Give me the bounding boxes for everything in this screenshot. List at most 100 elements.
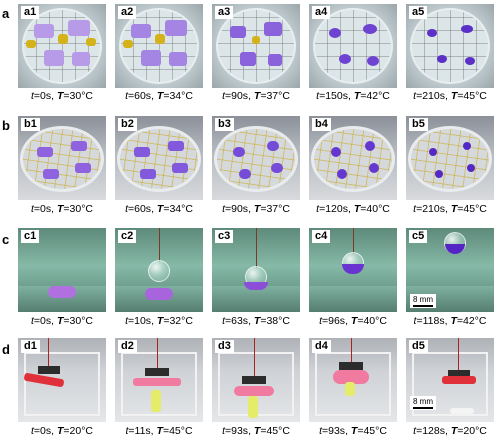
panel-a4: a4 — [309, 4, 397, 88]
caption-d2: t=11s, T=45°C — [125, 425, 193, 437]
scale-bar-label: 8 mm — [413, 397, 433, 406]
pattern-blob — [264, 22, 282, 36]
panel-b2: b2 — [115, 116, 203, 200]
pattern-blob — [363, 24, 377, 34]
pattern-blob — [268, 54, 282, 66]
caption-c4: t=96s, T=40°C — [319, 315, 387, 327]
yellow-patch — [155, 34, 165, 44]
panel-tag: b2 — [118, 118, 137, 131]
cross-shape — [134, 147, 150, 157]
petri-dish — [20, 126, 104, 192]
row-label-b: b — [2, 118, 10, 133]
yellow-patch — [252, 36, 260, 44]
pattern-blob — [34, 24, 54, 38]
panel-tag: c3 — [215, 230, 234, 243]
scale-bar-line — [413, 305, 433, 307]
row-label-c: c — [2, 232, 10, 247]
holder-rod — [339, 362, 363, 370]
cross-shape — [168, 141, 184, 151]
panel-tag: c4 — [312, 230, 331, 243]
pattern-blob — [230, 26, 246, 38]
panel-tag: c5 — [409, 230, 428, 243]
suspension-string — [353, 228, 354, 254]
holder-rod — [38, 366, 60, 374]
pattern-blob — [339, 54, 351, 64]
panel-tag: d2 — [118, 340, 137, 353]
cross-shape — [37, 147, 53, 157]
panel-tag: b4 — [312, 118, 331, 131]
pattern-blob — [240, 52, 256, 66]
white-object — [450, 408, 474, 414]
holder-rod — [448, 370, 470, 378]
pattern-blob — [131, 24, 151, 38]
pattern-blob — [437, 55, 447, 63]
petri-dish — [119, 8, 199, 84]
cross-shape — [271, 163, 283, 173]
panel-b4: b4 — [309, 116, 397, 200]
caption-b1: t=0s, T=30°C — [30, 203, 94, 215]
pattern-blob — [44, 50, 64, 66]
suspension-string — [157, 338, 158, 368]
tank-frame — [315, 352, 391, 416]
scale-bar-label: 8 mm — [413, 295, 433, 304]
caption-b3: t=90s, T=37°C — [222, 203, 290, 215]
suspension-string — [351, 338, 352, 362]
suspension-string — [48, 338, 49, 366]
caption-c5: t=118s, T=42°C — [413, 315, 487, 327]
panel-d1: d1 — [18, 338, 106, 422]
cross-shape — [140, 169, 156, 179]
tank-frame — [412, 352, 488, 416]
yellow-patch — [58, 34, 68, 44]
scale-bar: 8 mm — [410, 294, 436, 308]
caption-c3: t=63s, T=38°C — [222, 315, 290, 327]
caption-c2: t=10s, T=32°C — [125, 315, 193, 327]
pattern-blob — [465, 57, 475, 65]
panel-c4: c4 — [309, 228, 397, 312]
cross-shape — [337, 169, 347, 179]
petri-dish — [408, 126, 492, 192]
panel-tag: d4 — [312, 340, 331, 353]
holder-rod — [145, 368, 169, 376]
gripper-shape — [445, 244, 465, 254]
panel-d2: d2 — [115, 338, 203, 422]
cross-shape — [71, 141, 87, 151]
cross-shape — [463, 142, 471, 150]
yellow-patch — [86, 38, 96, 46]
caption-a4: t=150s, T=42°C — [316, 90, 390, 102]
gripper-shape — [342, 264, 364, 274]
panel-tag: a2 — [118, 6, 137, 19]
yellow-patch — [123, 40, 133, 48]
panel-tag: c2 — [118, 230, 137, 243]
gripper-shape — [48, 286, 76, 298]
glass-sphere — [148, 260, 170, 282]
cross-shape — [43, 169, 59, 179]
scale-bar: 8 mm — [410, 396, 436, 410]
pattern-blob — [427, 29, 437, 37]
petri-dish — [117, 126, 201, 192]
panel-a1: a1 — [18, 4, 106, 88]
panel-tag: d5 — [409, 340, 428, 353]
yellow-object — [151, 390, 161, 412]
cross-shape — [365, 141, 375, 151]
pink-actuator — [333, 370, 369, 384]
red-actuator — [442, 376, 476, 384]
panel-a5: a5 — [406, 4, 494, 88]
caption-b2: t=60s, T=34°C — [125, 203, 193, 215]
cross-shape — [369, 163, 379, 173]
gripper-shape — [244, 282, 268, 290]
tank-floor — [212, 286, 300, 312]
pattern-blob — [367, 56, 379, 66]
panel-a2: a2 — [115, 4, 203, 88]
pink-actuator — [234, 386, 274, 396]
caption-c1: t=0s, T=30°C — [30, 315, 94, 327]
caption-a5: t=210s, T=45°C — [413, 90, 487, 102]
petri-dish — [313, 8, 393, 84]
pattern-blob — [165, 20, 187, 36]
tank-frame — [24, 352, 100, 416]
panel-tag: c1 — [21, 230, 40, 243]
petri-dish — [410, 8, 490, 84]
panel-tag: a1 — [21, 6, 40, 19]
petri-dish — [214, 126, 298, 192]
caption-b4: t=120s, T=40°C — [316, 203, 390, 215]
tank-frame — [121, 352, 197, 416]
